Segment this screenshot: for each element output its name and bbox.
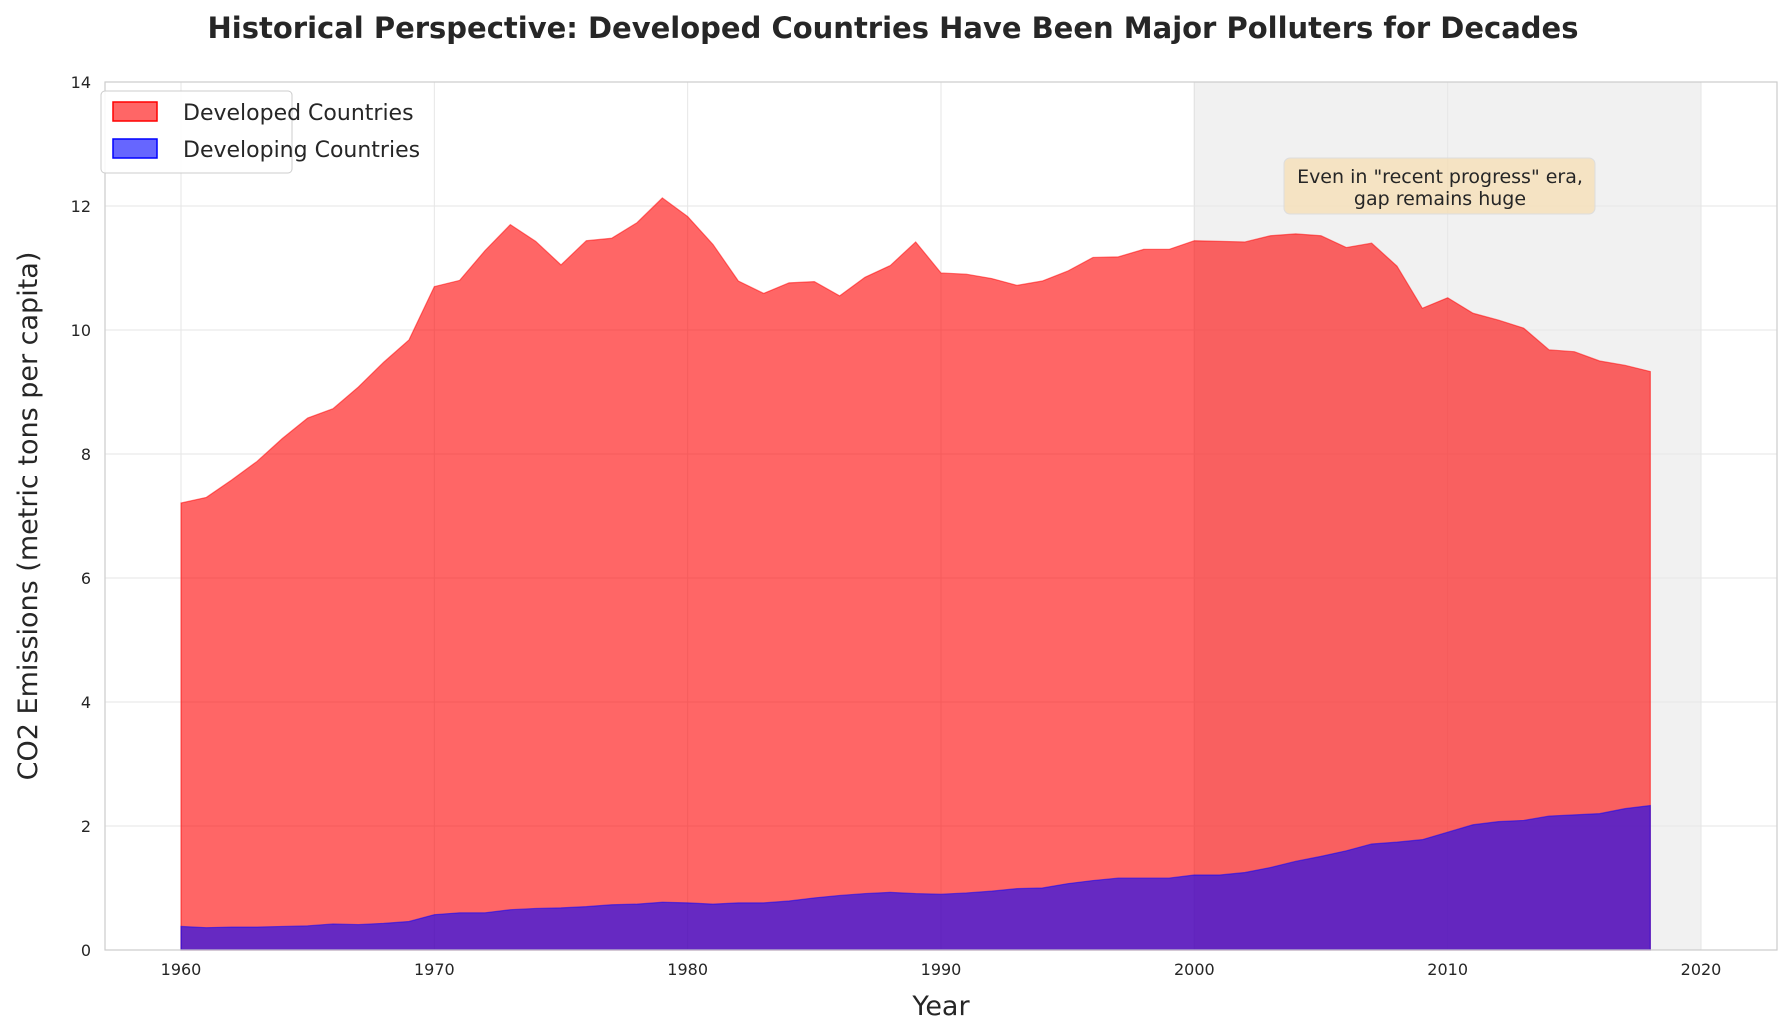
annotation-line-2: gap remains huge	[1354, 188, 1526, 210]
x-axis-label: Year	[911, 991, 970, 1022]
x-tick-label: 2010	[1427, 960, 1468, 979]
y-tick-label: 2	[81, 817, 91, 836]
y-tick-label: 6	[81, 569, 91, 588]
annotation: Even in "recent progress" era, gap remai…	[1283, 157, 1596, 215]
y-tick-label: 12	[71, 197, 91, 216]
legend: Developed Countries Developing Countries	[100, 90, 420, 174]
area-layer	[180, 197, 1651, 951]
x-tick-label: 1980	[667, 960, 708, 979]
x-tick-label: 1990	[921, 960, 962, 979]
annotation-line-1: Even in "recent progress" era,	[1297, 166, 1583, 188]
legend-swatch-developing	[112, 138, 158, 159]
x-tick-label: 1970	[414, 960, 455, 979]
y-tick-label: 4	[81, 693, 91, 712]
y-tick-label: 0	[81, 941, 91, 960]
legend-label-developing: Developing Countries	[183, 138, 420, 163]
chart-title: Historical Perspective: Developed Countr…	[208, 11, 1579, 45]
legend-label-developed: Developed Countries	[183, 101, 414, 126]
x-tick-label: 2020	[1681, 960, 1722, 979]
developing-countries-area	[180, 804, 1651, 951]
developed-countries-area	[180, 197, 1651, 951]
y-tick-label: 14	[71, 73, 91, 92]
legend-swatch-developed	[112, 101, 158, 122]
annotation-box	[1283, 157, 1596, 215]
y-tick-label: 8	[81, 445, 91, 464]
plot-frame	[104, 81, 1778, 951]
x-tick-labels: 1960 1970 1980 1990 2000 2010 2020	[161, 960, 1722, 979]
x-tick-label: 2000	[1174, 960, 1215, 979]
y-axis-label: CO2 Emissions (metric tons per capita)	[13, 252, 44, 781]
y-tick-labels: 0 2 4 6 8 10 12 14	[71, 73, 91, 960]
y-tick-label: 10	[71, 321, 91, 340]
x-tick-label: 1960	[161, 960, 202, 979]
